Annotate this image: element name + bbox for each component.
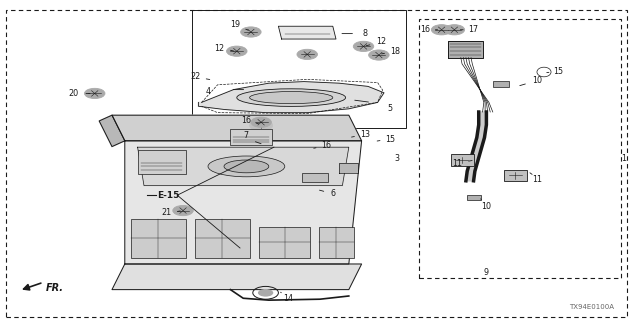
Text: 21: 21 bbox=[161, 208, 172, 217]
Text: 16: 16 bbox=[241, 116, 252, 125]
Circle shape bbox=[241, 27, 261, 37]
Polygon shape bbox=[138, 147, 349, 186]
Text: 11: 11 bbox=[452, 159, 463, 168]
Text: 14: 14 bbox=[283, 294, 293, 303]
Circle shape bbox=[444, 25, 465, 35]
Circle shape bbox=[258, 289, 273, 297]
Bar bbox=[493, 81, 509, 87]
Bar bbox=[319, 227, 354, 258]
Text: E-15: E-15 bbox=[157, 191, 179, 200]
Text: 19: 19 bbox=[230, 20, 241, 29]
Circle shape bbox=[84, 88, 105, 99]
Text: 15: 15 bbox=[553, 67, 563, 76]
Ellipse shape bbox=[250, 92, 333, 104]
Circle shape bbox=[173, 205, 193, 216]
Text: 1: 1 bbox=[621, 154, 627, 163]
Bar bbox=[467, 195, 481, 200]
Text: 10: 10 bbox=[532, 76, 543, 84]
Text: 12: 12 bbox=[376, 37, 386, 46]
Polygon shape bbox=[125, 141, 362, 264]
Text: 20: 20 bbox=[68, 89, 79, 98]
Polygon shape bbox=[112, 264, 362, 290]
Text: 6: 6 bbox=[330, 189, 335, 198]
Bar bbox=[230, 129, 272, 145]
Text: 12: 12 bbox=[214, 44, 224, 52]
Ellipse shape bbox=[224, 160, 269, 173]
Text: 5: 5 bbox=[388, 104, 393, 113]
Ellipse shape bbox=[208, 156, 285, 177]
Circle shape bbox=[431, 25, 452, 35]
Circle shape bbox=[250, 120, 273, 131]
Text: 18: 18 bbox=[390, 47, 401, 56]
Bar bbox=[504, 170, 527, 181]
Circle shape bbox=[353, 41, 374, 52]
Polygon shape bbox=[112, 115, 362, 141]
Text: 10: 10 bbox=[481, 202, 492, 211]
Polygon shape bbox=[339, 163, 358, 173]
Circle shape bbox=[369, 50, 389, 60]
Text: 3: 3 bbox=[394, 154, 399, 163]
Bar bbox=[259, 227, 310, 258]
Text: 11: 11 bbox=[532, 175, 543, 184]
Circle shape bbox=[297, 49, 317, 60]
Text: 7: 7 bbox=[244, 131, 249, 140]
Bar bbox=[451, 154, 474, 166]
Bar bbox=[138, 150, 186, 174]
Text: 16: 16 bbox=[321, 141, 332, 150]
Text: TX94E0100A: TX94E0100A bbox=[570, 304, 614, 310]
Bar bbox=[302, 173, 328, 182]
Text: FR.: FR. bbox=[46, 283, 64, 293]
Ellipse shape bbox=[237, 89, 346, 107]
Polygon shape bbox=[448, 41, 483, 58]
Bar bbox=[131, 219, 186, 258]
Text: 8: 8 bbox=[362, 29, 367, 38]
Polygon shape bbox=[198, 82, 384, 113]
Circle shape bbox=[227, 46, 247, 56]
Text: 13: 13 bbox=[360, 130, 370, 139]
Text: 16: 16 bbox=[420, 25, 431, 34]
Bar bbox=[192, 10, 406, 128]
Bar bbox=[195, 219, 250, 258]
Polygon shape bbox=[278, 26, 336, 39]
Text: 15: 15 bbox=[385, 135, 396, 144]
Polygon shape bbox=[99, 115, 125, 147]
Text: 22: 22 bbox=[190, 72, 200, 81]
Text: 4: 4 bbox=[205, 87, 211, 96]
Text: 17: 17 bbox=[468, 25, 479, 34]
Bar bbox=[419, 19, 621, 278]
Polygon shape bbox=[466, 112, 486, 181]
Circle shape bbox=[251, 117, 271, 127]
Text: 9: 9 bbox=[484, 268, 489, 277]
